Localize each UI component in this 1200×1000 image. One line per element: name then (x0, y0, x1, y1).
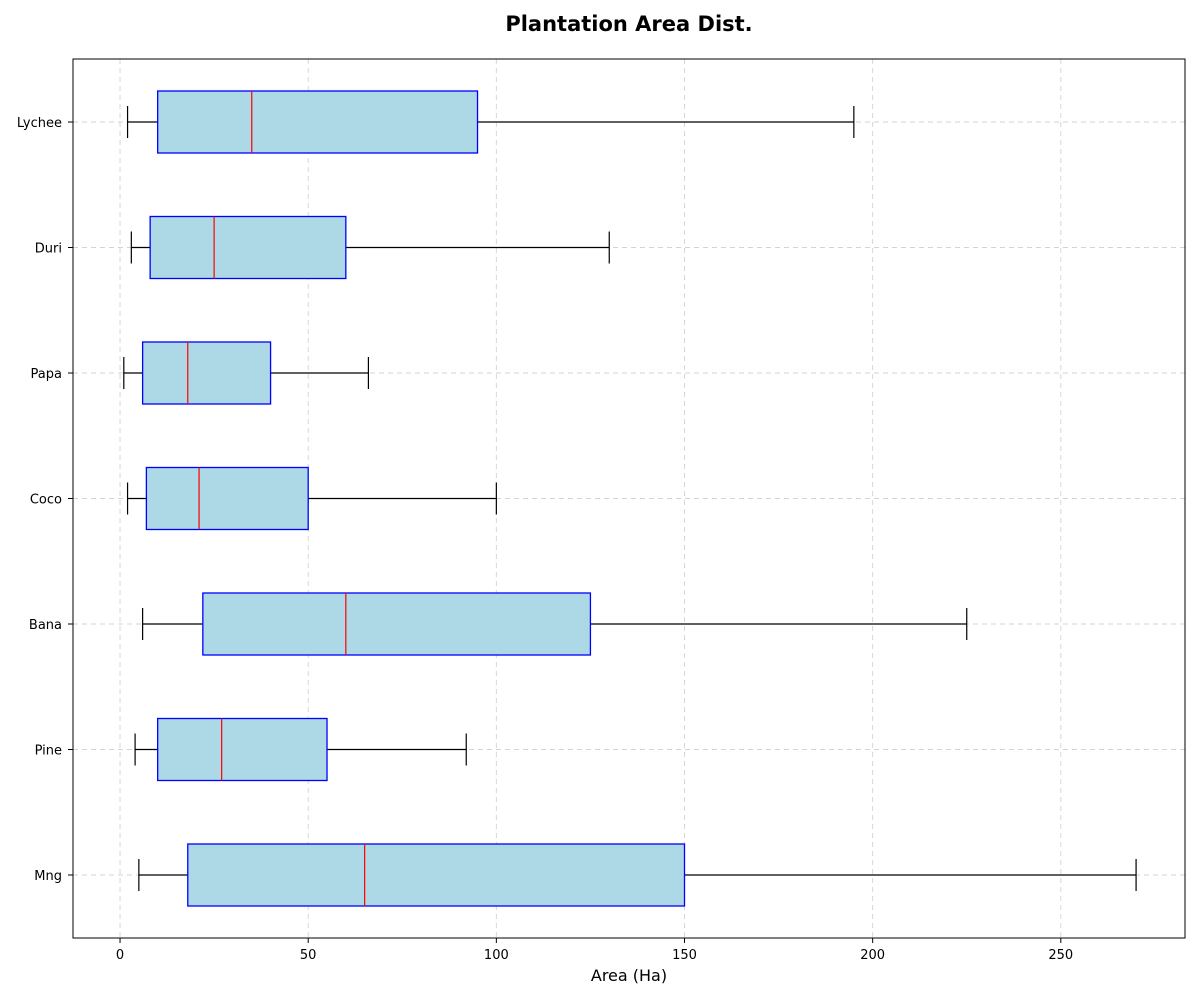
x-tick-label: 250 (1048, 948, 1073, 963)
box-series (123, 90, 1137, 907)
x-axis-label: Area (Ha) (591, 966, 667, 985)
iqr-box (157, 717, 328, 782)
grid-lines (73, 59, 1185, 938)
chart-title: Plantation Area Dist. (505, 12, 752, 36)
iqr-box (187, 843, 686, 907)
x-tick-label: 200 (860, 948, 885, 963)
box-papa (123, 341, 370, 405)
box-lychee (126, 90, 855, 154)
iqr-box (145, 466, 309, 531)
iqr-box (202, 592, 592, 656)
y-tick-label: Bana (29, 618, 62, 633)
box-coco (126, 466, 497, 531)
x-tick-label: 150 (672, 948, 697, 963)
iqr-box (141, 341, 272, 405)
y-tick-label: Mng (34, 869, 62, 884)
box-mng (138, 843, 1137, 907)
y-axis-ticks: Mng Pine Bana Coco Papa Duri Lychee (17, 116, 73, 884)
y-tick-label: Papa (31, 367, 62, 382)
box-bana (142, 592, 968, 656)
x-tick-label: 100 (484, 948, 509, 963)
box-duri (130, 215, 610, 280)
y-tick-label: Pine (35, 744, 62, 759)
x-tick-label: 50 (300, 948, 317, 963)
y-tick-label: Coco (30, 493, 62, 508)
y-tick-label: Lychee (17, 116, 62, 131)
y-tick-label: Duri (35, 242, 62, 257)
x-tick-label: 0 (116, 948, 124, 963)
iqr-box (149, 215, 347, 280)
x-axis-ticks: 0 50 100 150 200 250 (116, 938, 1073, 963)
box-pine (134, 717, 467, 782)
iqr-box (157, 90, 479, 154)
